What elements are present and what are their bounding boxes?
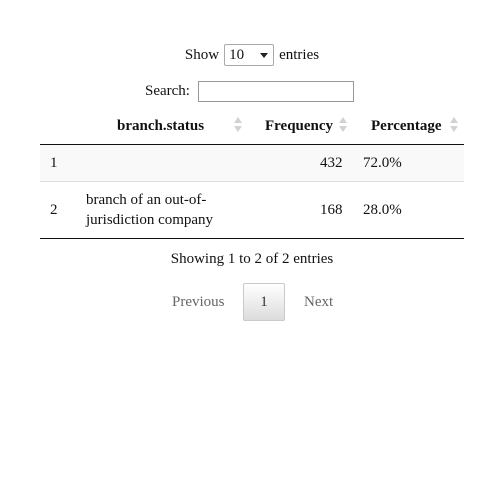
table-row: 2 branch of an out-of-jurisdiction compa… bbox=[40, 182, 464, 239]
search-control: Search: bbox=[145, 80, 354, 102]
table-info-text: Showing 1 to 2 of 2 entries bbox=[170, 251, 334, 267]
search-input[interactable] bbox=[197, 80, 354, 102]
data-table: branch.status Frequency Percentage 1 432… bbox=[40, 108, 464, 239]
show-label: Show bbox=[184, 46, 220, 63]
column-header-frequency[interactable]: Frequency bbox=[265, 108, 333, 144]
cell-frequency: 432 bbox=[320, 154, 343, 171]
entries-per-page-value: 10 bbox=[229, 46, 245, 63]
column-header-branch-status-label: branch.status bbox=[117, 117, 205, 134]
search-label: Search: bbox=[145, 82, 190, 99]
page-1-button[interactable]: 1 bbox=[243, 283, 285, 321]
entries-label: entries bbox=[279, 46, 320, 63]
column-header-percentage-label: Percentage bbox=[371, 117, 442, 134]
chevron-down-icon bbox=[260, 53, 269, 58]
cell-percentage: 28.0% bbox=[363, 201, 402, 218]
cell-index: 1 bbox=[50, 154, 58, 171]
cell-branch-status: branch of an out-of-jurisdiction company bbox=[86, 192, 214, 228]
next-page-button[interactable]: Next bbox=[304, 293, 334, 310]
table-header-row: branch.status Frequency Percentage bbox=[40, 108, 464, 145]
sort-icon[interactable] bbox=[339, 117, 347, 133]
cell-percentage: 72.0% bbox=[363, 154, 402, 171]
cell-branch-status bbox=[86, 145, 226, 181]
cell-frequency: 168 bbox=[320, 201, 343, 218]
sort-icon[interactable] bbox=[234, 117, 242, 133]
column-header-percentage[interactable]: Percentage bbox=[371, 108, 442, 144]
sort-icon[interactable] bbox=[450, 117, 458, 133]
column-header-frequency-label: Frequency bbox=[265, 117, 334, 134]
table-row: 1 432 72.0% bbox=[40, 145, 464, 182]
entries-per-page-select[interactable]: 10 bbox=[224, 44, 275, 66]
previous-page-button[interactable]: Previous bbox=[172, 293, 225, 310]
entries-length-control: Show 10 entries bbox=[0, 43, 504, 67]
cell-index: 2 bbox=[50, 201, 58, 218]
column-header-branch-status[interactable]: branch.status bbox=[117, 108, 204, 144]
pagination: Previous 1 Next bbox=[0, 283, 504, 321]
